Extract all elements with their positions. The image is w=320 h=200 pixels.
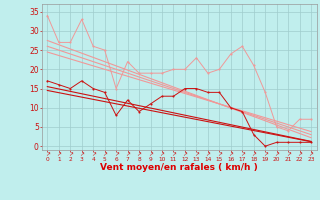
X-axis label: Vent moyen/en rafales ( km/h ): Vent moyen/en rafales ( km/h ) bbox=[100, 163, 258, 172]
